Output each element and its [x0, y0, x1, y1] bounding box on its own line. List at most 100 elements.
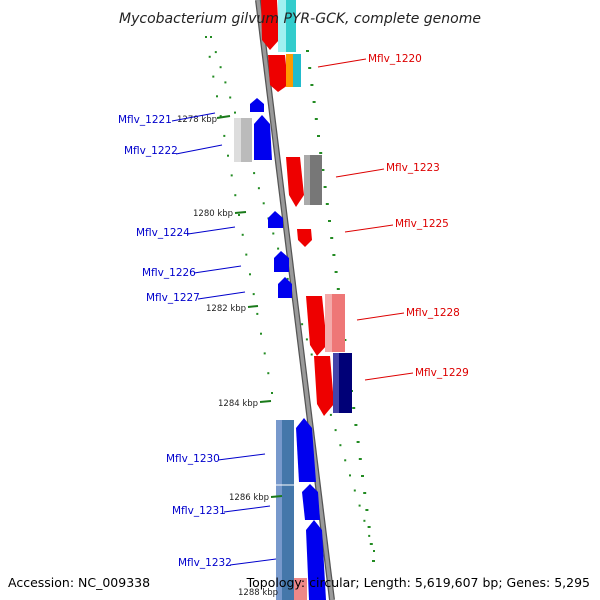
- gc-dot-inner: [256, 312, 259, 315]
- cds-arrow-mflv-1231: [302, 484, 320, 520]
- gc-dot-outer: [257, 187, 260, 190]
- cds-block-steel-1230-light: [276, 420, 282, 600]
- scale-label-1284: 1284 kbp: [218, 399, 258, 409]
- gc-dot-outer: [305, 338, 308, 341]
- gc-dot-outer: [219, 66, 222, 69]
- gc-dot-right: [317, 135, 320, 137]
- gc-dot-right: [352, 407, 356, 409]
- gc-dot-outer: [224, 81, 227, 84]
- gc-dot-outer: [310, 353, 313, 356]
- gene-labels: Mflv_1220 Mflv_1221 Mflv_1222 Mflv_1223 …: [118, 53, 469, 569]
- gene-label-mflv-1226[interactable]: Mflv_1226: [142, 267, 196, 279]
- pseudo-block-gray-1223-light: [304, 155, 310, 205]
- gc-dot-right: [312, 101, 316, 103]
- cds-arrow-mflv-1220: [268, 55, 288, 92]
- gene-label-mflv-1222[interactable]: Mflv_1222: [124, 145, 178, 157]
- gc-dot-right: [334, 271, 338, 273]
- gc-dot-inner: [230, 174, 233, 177]
- cds-arrow-mflv-1227: [278, 277, 292, 298]
- genome-stats-text: Topology: circular; Length: 5,619,607 bp…: [246, 575, 590, 590]
- gc-dot-right: [325, 203, 329, 205]
- gc-dot-outer: [373, 550, 375, 552]
- gc-dot-right: [372, 560, 375, 562]
- gc-dot-inner: [216, 95, 218, 98]
- cds-arrow-mflv-1225: [297, 229, 312, 247]
- gc-dot-outer: [339, 444, 342, 447]
- cds-arrow-mflv-1230: [296, 418, 316, 482]
- genome-backbone: [256, 0, 334, 600]
- gc-dot-right: [358, 458, 362, 460]
- gc-dot-right: [314, 118, 318, 120]
- cds-arrow-mflv-1219: [261, 0, 279, 50]
- gene-label-mflv-1232[interactable]: Mflv_1232: [178, 557, 232, 569]
- gc-dot-outer: [253, 172, 256, 175]
- gc-dot-outer: [214, 51, 217, 54]
- rrna-block-top-light: [278, 0, 286, 52]
- gc-dot-inner: [263, 352, 266, 355]
- scale-label-1282: 1282 kbp: [206, 304, 246, 314]
- gc-dot-outer: [344, 459, 347, 462]
- gc-dot-outer: [262, 202, 265, 205]
- gc-dot-outer: [272, 232, 275, 235]
- pseudo-block-pink-1228-light: [325, 294, 332, 352]
- gc-dot-inner: [208, 55, 211, 58]
- gc-dot-inner: [212, 75, 215, 78]
- gc-dot-right: [356, 441, 360, 443]
- gc-dot-inner: [260, 332, 262, 335]
- gc-dot-right: [361, 475, 364, 477]
- forward-strand-features: [234, 98, 326, 600]
- gc-dot-inner: [205, 36, 207, 38]
- gc-dot-right: [332, 254, 336, 256]
- gc-dot-right: [369, 543, 373, 545]
- gc-dot-outer: [277, 247, 280, 250]
- cds-arrow-mflv-1224: [268, 211, 283, 228]
- gene-label-mflv-1221[interactable]: Mflv_1221: [118, 114, 172, 126]
- gc-dot-right: [354, 424, 358, 426]
- cds-block-navy-1229-light: [333, 353, 339, 413]
- trna-block-cyan: [293, 54, 301, 87]
- pseudo-block-gray-1222-light: [234, 118, 241, 162]
- gc-dot-right: [310, 84, 314, 86]
- gc-dot-right: [319, 152, 323, 154]
- scale-labels: 1278 kbp 1280 kbp 1282 kbp 1284 kbp 1286…: [177, 115, 283, 598]
- gc-dot-right: [367, 526, 371, 528]
- gc-dot-inner: [249, 273, 251, 276]
- gc-dot-inner: [245, 253, 248, 256]
- gene-label-mflv-1227[interactable]: Mflv_1227: [146, 292, 200, 304]
- scale-label-1278: 1278 kbp: [177, 115, 217, 125]
- cds-arrow-mflv-1232: [306, 520, 326, 600]
- gc-dot-outer: [334, 429, 337, 432]
- gc-dot-outer: [349, 474, 351, 477]
- gene-label-mflv-1228[interactable]: Mflv_1228: [406, 307, 460, 319]
- cds-arrow-mflv-1229: [314, 356, 334, 416]
- cds-arrow-mflv-1228: [306, 296, 327, 356]
- gene-label-mflv-1223[interactable]: Mflv_1223: [386, 162, 440, 174]
- gc-dot-inner: [252, 293, 255, 296]
- gc-dot-outer: [358, 504, 361, 507]
- gc-dot-right: [308, 67, 312, 69]
- gc-dot-inner: [241, 233, 244, 236]
- cds-arrow-mflv-1223: [286, 157, 304, 207]
- map-title: Mycobacterium gilvum PYR-GCK, complete g…: [119, 11, 481, 27]
- gc-dot-outer: [353, 489, 356, 492]
- cds-block-pink-bottom: [293, 578, 307, 600]
- gc-dot-inner: [223, 134, 226, 137]
- gene-label-mflv-1225[interactable]: Mflv_1225: [395, 218, 449, 230]
- gc-dot-inner: [238, 214, 240, 216]
- gc-dot-outer: [229, 96, 232, 99]
- gene-label-mflv-1229[interactable]: Mflv_1229: [415, 367, 469, 379]
- gc-dot-right: [336, 288, 340, 290]
- gene-label-mflv-1231[interactable]: Mflv_1231: [172, 505, 226, 517]
- gc-dot-right: [328, 220, 331, 222]
- gc-dot-inner: [219, 115, 222, 118]
- accession-text: Accession: NC_009338: [8, 575, 150, 590]
- cds-arrow-mflv-1222: [254, 115, 272, 160]
- trna-block-orange: [286, 54, 293, 87]
- gene-label-mflv-1224[interactable]: Mflv_1224: [136, 227, 190, 239]
- gc-dot-outer: [210, 36, 212, 38]
- gc-dot-right: [306, 50, 309, 52]
- gene-label-mflv-1230[interactable]: Mflv_1230: [166, 453, 220, 465]
- gene-label-mflv-1220[interactable]: Mflv_1220: [368, 53, 422, 65]
- gc-dot-outer: [363, 519, 366, 522]
